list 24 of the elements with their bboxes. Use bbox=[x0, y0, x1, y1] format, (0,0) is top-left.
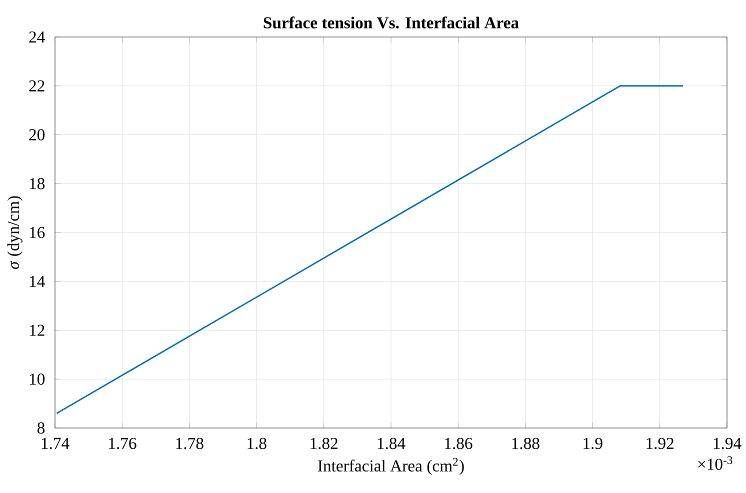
x-tick-label: 1.86 bbox=[445, 438, 472, 450]
x-tick-label: 1.76 bbox=[109, 438, 136, 450]
y-tick-label: 12 bbox=[30, 324, 44, 336]
y-tick-label: 22 bbox=[29, 80, 44, 92]
x-tick-label: 1.92 bbox=[646, 438, 674, 450]
x-tick-label: 1.9 bbox=[584, 438, 602, 450]
x-tick-label: 1.78 bbox=[176, 438, 204, 450]
x-tick-label: 1.84 bbox=[378, 438, 406, 450]
y-tick-label: 20 bbox=[29, 129, 45, 140]
y-tick-label: 24 bbox=[29, 31, 45, 43]
y-tick-label: 14 bbox=[30, 276, 45, 287]
y-tick-label: 10 bbox=[30, 374, 45, 385]
y-tick-label: 8 bbox=[37, 422, 45, 434]
x-tick-label: 1.88 bbox=[512, 438, 540, 450]
x-tick-label: 1.8 bbox=[248, 438, 266, 450]
text: ×10$^{-3}$ bbox=[698, 456, 732, 470]
x-tick-label: 1.82 bbox=[310, 438, 338, 450]
x-tick-label: 1.74 bbox=[42, 438, 70, 450]
y-axis-title: σ (dyn/cm) bbox=[7, 196, 22, 269]
x-tick-label: 1.94 bbox=[714, 438, 742, 450]
y-tick-label: 18 bbox=[30, 178, 45, 190]
y-tick-label: 16 bbox=[30, 226, 45, 238]
x-axis-title: Interfacial Area (cm$^{2}$) bbox=[318, 458, 464, 475]
chart-title: Surface tension Vs. Interfacial Area bbox=[264, 16, 519, 29]
